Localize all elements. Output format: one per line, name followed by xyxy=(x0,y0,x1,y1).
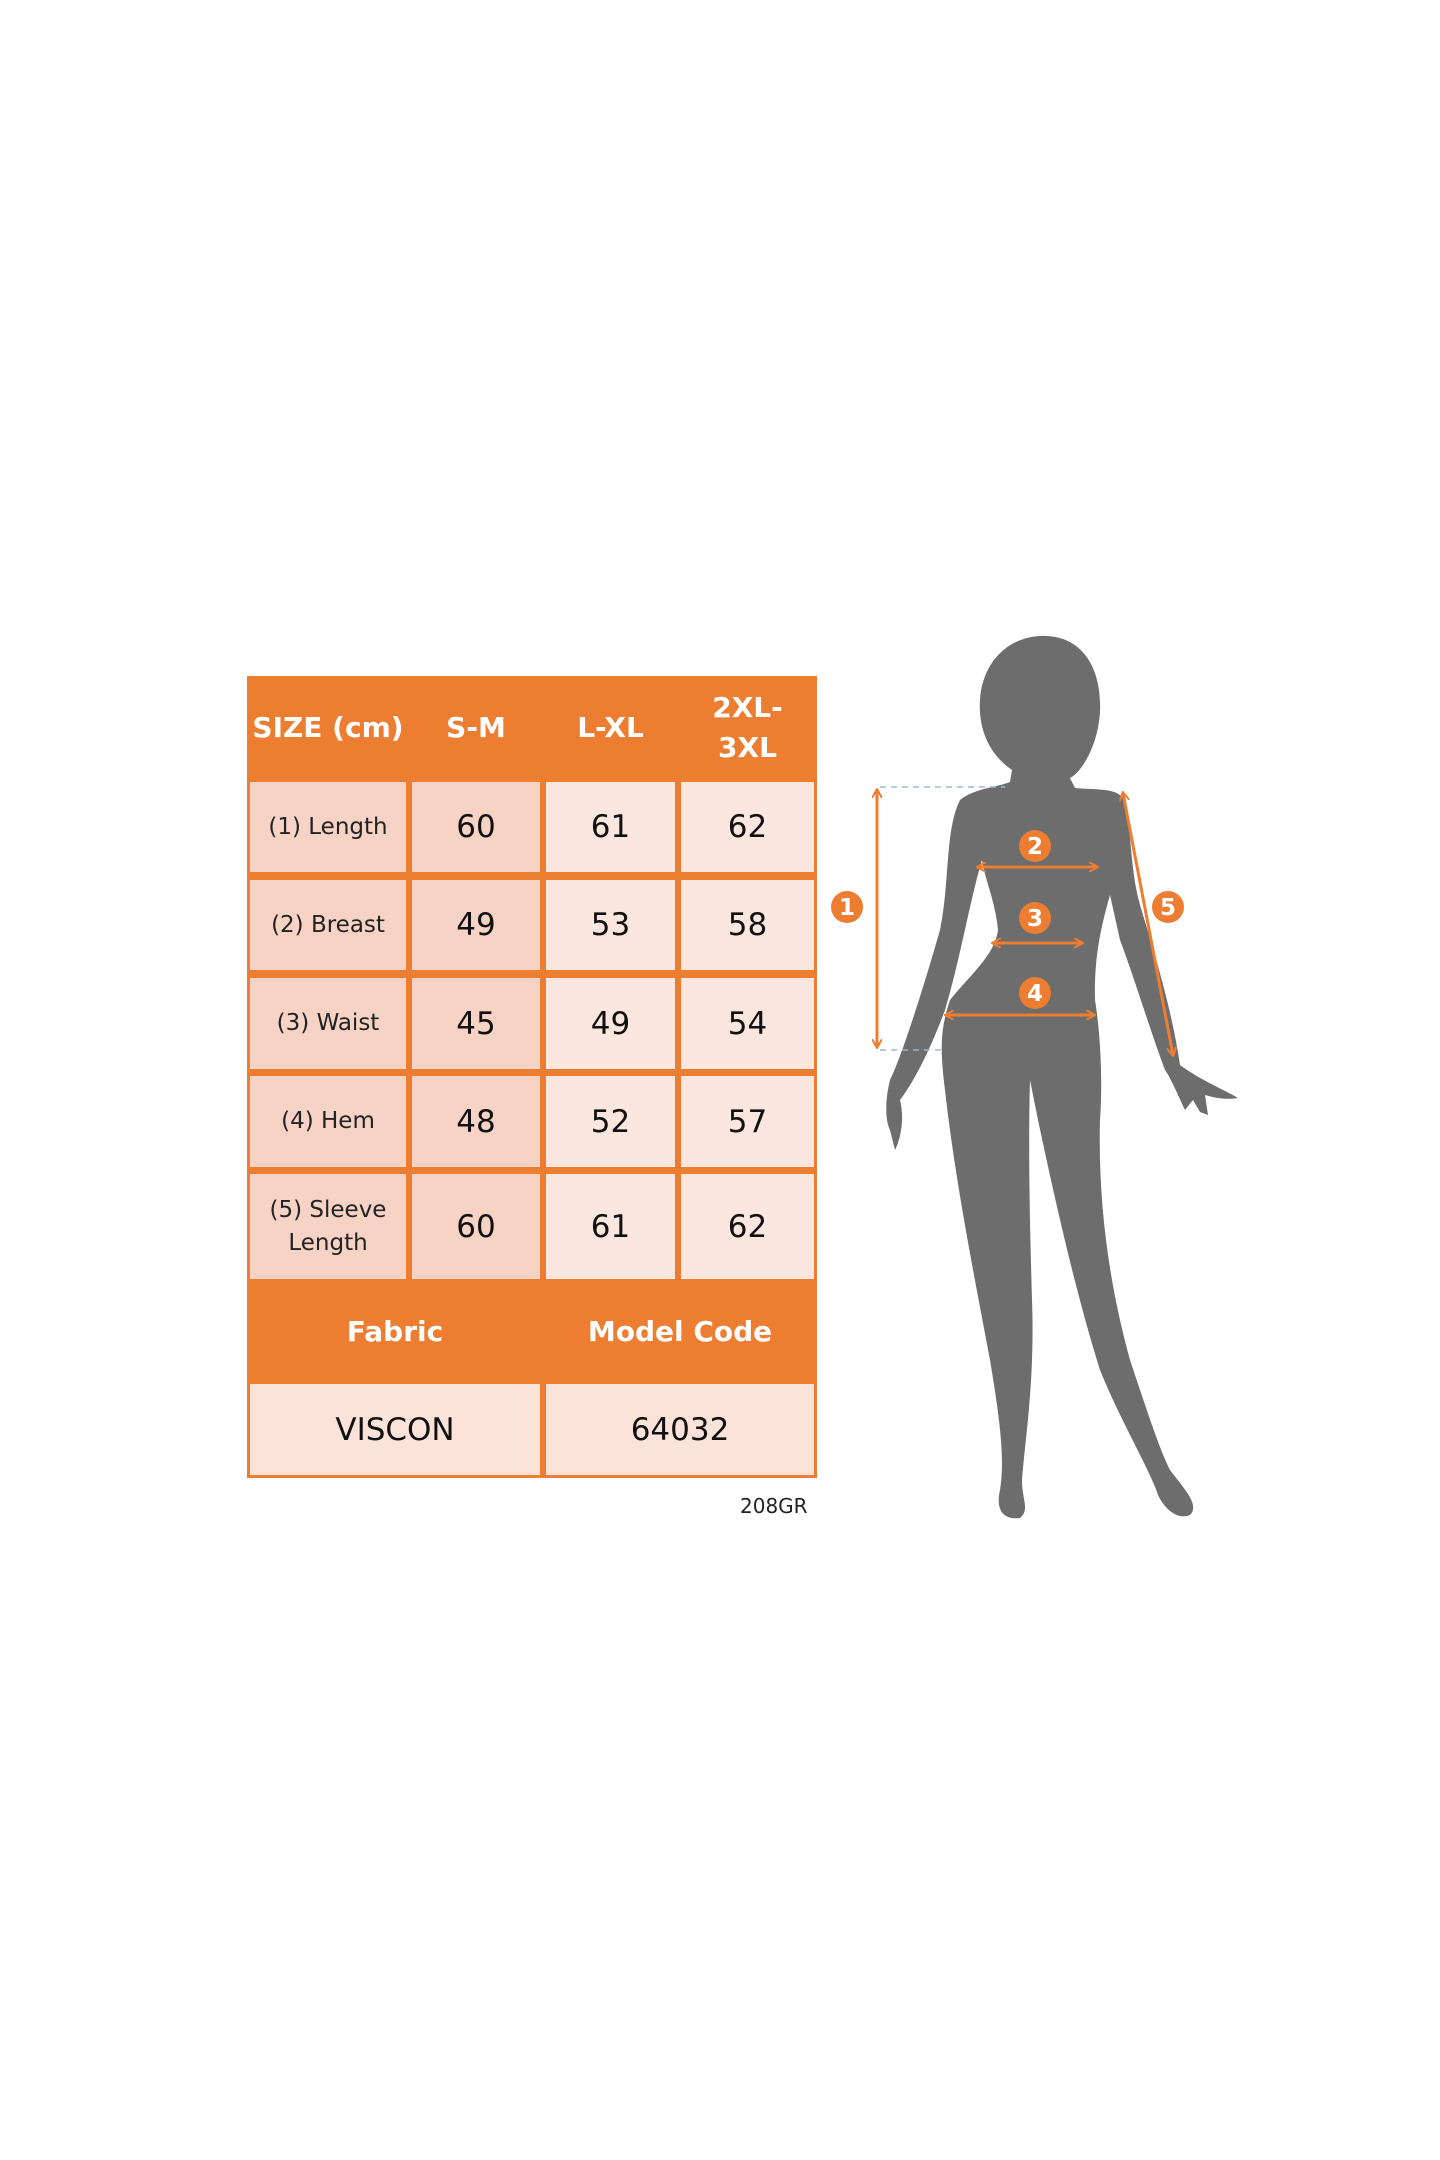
size-value: 60 xyxy=(412,1174,540,1279)
measurement-marker: 4 xyxy=(1019,977,1051,1009)
size-value: 52 xyxy=(546,1076,675,1167)
size-value: 61 xyxy=(546,1174,675,1279)
row-label: (1) Length xyxy=(250,782,406,872)
size-value: 61 xyxy=(546,782,675,872)
marker-number: 5 xyxy=(1160,895,1176,921)
size-value: 48 xyxy=(412,1076,540,1167)
measurement-arrows xyxy=(877,790,1173,1055)
measurement-marker: 3 xyxy=(1019,902,1051,934)
row-label: (4) Hem xyxy=(250,1076,406,1167)
model-code-value: 64032 xyxy=(546,1384,814,1475)
measurement-marker: 5 xyxy=(1152,891,1184,923)
size-value: 49 xyxy=(412,880,540,970)
marker-number: 3 xyxy=(1027,906,1043,932)
header-s-m: S-M xyxy=(446,710,506,744)
silhouette xyxy=(886,635,1238,1519)
measurement-marker: 2 xyxy=(1019,830,1051,862)
header-l-xl: L-XL xyxy=(577,710,644,744)
header-fabric: Fabric xyxy=(346,1315,444,1348)
size-value: 62 xyxy=(681,782,814,872)
size-value: 58 xyxy=(681,880,814,970)
header-2xl-3xl: 2XL-3XL xyxy=(712,690,783,764)
fabric-value: VISCON xyxy=(250,1384,540,1475)
measurement-marker: 1 xyxy=(831,891,863,923)
header-model-code: Model Code xyxy=(587,1315,773,1348)
size-value: 45 xyxy=(412,978,540,1069)
row-label: (2) Breast xyxy=(250,880,406,970)
row-label: (5) Sleeve Length xyxy=(250,1174,406,1279)
header-size: SIZE (cm) xyxy=(252,710,404,744)
guide-lines xyxy=(880,786,1005,1051)
size-value: 62 xyxy=(681,1174,814,1279)
marker-number: 1 xyxy=(839,895,855,921)
size-value: 49 xyxy=(546,978,675,1069)
size-chart-table: SIZE (cm) S-M L-XL 2XL-3XL (1) Length 60 6… xyxy=(247,676,817,1478)
size-value: 54 xyxy=(681,978,814,1069)
product-code: 208GR xyxy=(740,1494,808,1518)
size-value: 53 xyxy=(546,880,675,970)
marker-number: 4 xyxy=(1027,981,1043,1007)
size-value: 60 xyxy=(412,782,540,872)
sleeve-arrow xyxy=(1123,793,1173,1055)
row-label: (3) Waist xyxy=(250,978,406,1069)
marker-number: 2 xyxy=(1027,834,1043,860)
size-value: 57 xyxy=(681,1076,814,1167)
